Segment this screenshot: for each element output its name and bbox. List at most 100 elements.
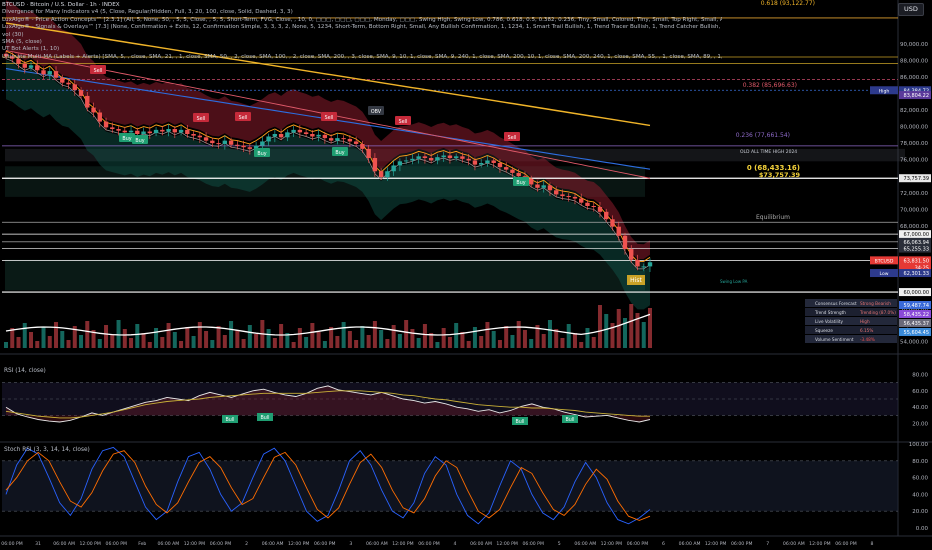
- symbol-title[interactable]: BTCUSD · Bitcoin / U.S. Dollar · 1h · IN…: [2, 2, 120, 8]
- volume-bar: [379, 330, 384, 348]
- candle-body: [210, 140, 215, 144]
- candle-body: [360, 143, 365, 149]
- signal-sell-box: [90, 65, 106, 74]
- price-tick-label: 80,000.00: [900, 125, 928, 131]
- candle-body: [91, 107, 96, 113]
- indicator-line-utbot[interactable]: UT Bot Alerts (1, 10): [2, 46, 60, 53]
- indicator-line-divergence[interactable]: Divergence for Many Indicators v4 (5, Cl…: [2, 9, 293, 16]
- time-tick-label: 06:00 PM: [835, 541, 856, 547]
- rsi-tick-label: 40.00: [912, 405, 928, 411]
- signal-buy-label: Buy: [516, 180, 525, 186]
- indicator-line-multi-ma[interactable]: Ultimate Multi-MA (Labels + Alerts) [SMA…: [2, 53, 722, 60]
- indicator-line-signals[interactable]: LuxAlgo® - Signals & Overlays™ [7.3] (No…: [2, 24, 722, 31]
- volume-bar: [316, 332, 321, 348]
- volume-bar: [522, 330, 527, 348]
- candle-body: [266, 136, 271, 142]
- candle-body: [247, 147, 253, 149]
- candle-body: [441, 155, 446, 158]
- axis-price-bg: [899, 174, 931, 183]
- volume-bar: [622, 318, 627, 348]
- time-tick-label: 06:00 AM: [470, 541, 492, 547]
- candle-body: [85, 95, 90, 108]
- candle-body: [604, 211, 609, 220]
- currency-button[interactable]: USD: [898, 3, 924, 16]
- candle-body: [597, 206, 603, 212]
- stoch-k-line: [5, 446, 651, 525]
- candle-body: [491, 160, 496, 163]
- time-tick-label: Feb: [138, 541, 146, 547]
- volume-bar: [372, 321, 377, 348]
- candle-body: [579, 198, 584, 203]
- time-tick-label: 12:00 PM: [184, 541, 205, 547]
- candle-body: [185, 129, 190, 134]
- axis-price-bg: [899, 288, 931, 297]
- volume-bar: [435, 342, 440, 348]
- volume-bar: [85, 321, 90, 348]
- stoch-tick-label: 20.00: [912, 509, 928, 515]
- candle-body: [303, 132, 309, 134]
- candle-body: [585, 202, 590, 206]
- dashboard-value: High: [860, 319, 870, 324]
- candle-body: [28, 65, 34, 68]
- dashboard-row: [805, 335, 897, 343]
- volume-bar: [366, 335, 371, 348]
- volume-bar: [629, 304, 634, 348]
- candle-body: [497, 162, 503, 168]
- rsi-tick-label: 60.00: [912, 389, 928, 395]
- signal-buy-box: [119, 133, 135, 142]
- price-tick-label: 58,000.00: [900, 307, 928, 313]
- axis-price-label: 60,000.00: [904, 290, 929, 296]
- volume-bar: [166, 323, 171, 348]
- volume-bar: [479, 336, 484, 348]
- volume-bar: [10, 328, 15, 348]
- time-tick-label: 12:00 PM: [705, 541, 726, 547]
- candle-body: [353, 141, 359, 144]
- candle-body: [253, 145, 259, 149]
- stoch-tick-label: 40.00: [912, 492, 928, 498]
- time-tick-label: 06:00 PM: [106, 541, 127, 547]
- bearish-cloud: [6, 0, 650, 260]
- dashboard-side-bg: [899, 301, 931, 309]
- dashboard-row: [805, 326, 897, 334]
- signal-sell-label: Sell: [508, 135, 517, 141]
- indicator-line-pac[interactable]: LuxAlgo® - Price Action Concepts™ [2.3.1…: [2, 16, 722, 23]
- volume-bar: [41, 327, 46, 348]
- volume-bar: [241, 339, 246, 348]
- volume-bar: [466, 341, 471, 348]
- candle-body: [641, 266, 646, 268]
- volume-bar: [572, 333, 577, 348]
- rsi-title[interactable]: RSI (14, close): [4, 368, 46, 374]
- candle-body: [222, 140, 228, 144]
- signal-sell-box: [193, 113, 209, 122]
- time-tick-label: 12:00 PM: [601, 541, 622, 547]
- stoch-title[interactable]: Stoch RSI (3, 3, 14, 14, close): [4, 447, 90, 453]
- candle-body: [372, 158, 378, 172]
- volume-bar: [235, 330, 240, 348]
- time-tick-label: 06:00 AM: [157, 541, 179, 547]
- annotation-3: 0 (68,433.16): [747, 164, 800, 172]
- volume-bar: [341, 322, 346, 348]
- rsi-bull-label: Bull: [261, 415, 270, 421]
- rsi-tick-label: 80.00: [912, 372, 928, 378]
- time-tick-label: 06:00 AM: [783, 541, 805, 547]
- signal-sell-box: [504, 132, 520, 141]
- candle-body: [116, 129, 121, 131]
- volume-bar: [591, 337, 596, 348]
- candle-body: [316, 134, 321, 137]
- price-tick-label: 90,000.00: [900, 42, 928, 48]
- volume-bar: [322, 341, 327, 348]
- candle-body: [547, 185, 553, 191]
- candle-body: [447, 155, 453, 158]
- indicator-line-sma[interactable]: SMA (5, close): [2, 39, 42, 46]
- signal-sell-label: Sell: [239, 115, 248, 121]
- dashboard-side-bg: [899, 319, 931, 327]
- candle-body: [41, 70, 46, 75]
- volume-bar: [279, 324, 284, 348]
- axis-price-bg: [899, 244, 931, 253]
- time-tick-label: 06:00 PM: [1, 541, 22, 547]
- dashboard-label: Live Volatility: [815, 319, 843, 324]
- dashboard-value: 6.15%: [860, 328, 873, 333]
- indicator-line-vol[interactable]: vol (30): [2, 31, 24, 38]
- axis-tag-bg: [870, 269, 898, 278]
